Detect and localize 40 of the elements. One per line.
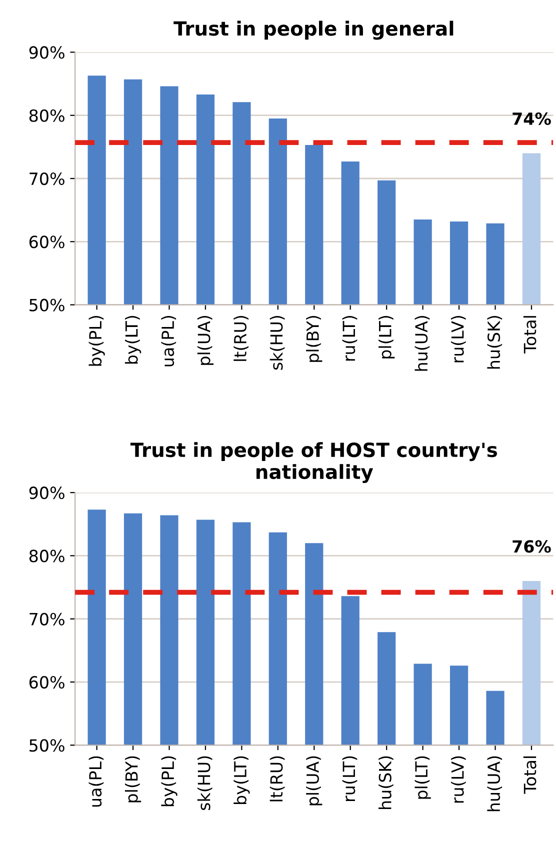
x-tick-label: lt(RU) — [270, 756, 285, 802]
x-tick-label: pl(UA) — [197, 316, 214, 365]
y-tick-label: 50% — [30, 739, 64, 752]
y-tick-label: 90% — [29, 486, 64, 500]
y-tick-label: 70% — [30, 612, 64, 626]
chart-title: Trust in people in general — [174, 20, 454, 40]
x-tick-label: pl(LT) — [378, 316, 395, 358]
y-tick-label: 80% — [29, 109, 64, 122]
x-tick-label: by(PL) — [161, 756, 178, 806]
x-tick-label: ru(LT) — [342, 756, 358, 801]
x-tick-label: ua(PL) — [161, 316, 176, 366]
x-tick-label: lt(RU) — [234, 316, 248, 361]
x-tick-label: Total — [523, 756, 536, 794]
x-tick-label: hu(UA) — [414, 316, 430, 371]
data-label: 76% — [512, 540, 551, 553]
y-tick-label: 50% — [30, 298, 64, 312]
chart-title: Trust in people of HOST country's nationality — [130, 442, 498, 484]
x-tick-label: ru(LV) — [450, 316, 466, 362]
x-tick-label: hu(UA) — [487, 756, 502, 812]
y-tick-label: 90% — [29, 46, 64, 59]
x-tick-label: pl(LT) — [414, 756, 431, 799]
data-label: 74% — [512, 112, 551, 126]
x-tick-label: by(LT) — [234, 756, 250, 804]
y-tick-label: 80% — [29, 550, 64, 562]
x-tick-label: by(LT) — [124, 316, 142, 364]
x-tick-label: ru(LT) — [342, 316, 358, 361]
x-tick-label: ru(LV) — [450, 756, 466, 803]
x-tick-label: Total — [523, 316, 536, 354]
y-tick-label: 60% — [29, 676, 64, 689]
x-tick-label: hu(SK) — [378, 756, 394, 810]
y-tick-label: 60% — [29, 236, 64, 248]
x-tick-label: pl(UA) — [306, 756, 322, 806]
x-tick-label: sk(HU) — [197, 756, 212, 810]
x-tick-label: pl(BY) — [306, 316, 322, 362]
x-tick-label: hu(SK) — [487, 316, 502, 369]
y-tick-label: 70% — [30, 172, 64, 186]
x-tick-label: pl(BY) — [124, 756, 142, 802]
x-tick-label: sk(HU) — [270, 316, 285, 370]
x-tick-label: by(PL) — [88, 316, 105, 366]
x-tick-label: ua(PL) — [88, 756, 104, 807]
